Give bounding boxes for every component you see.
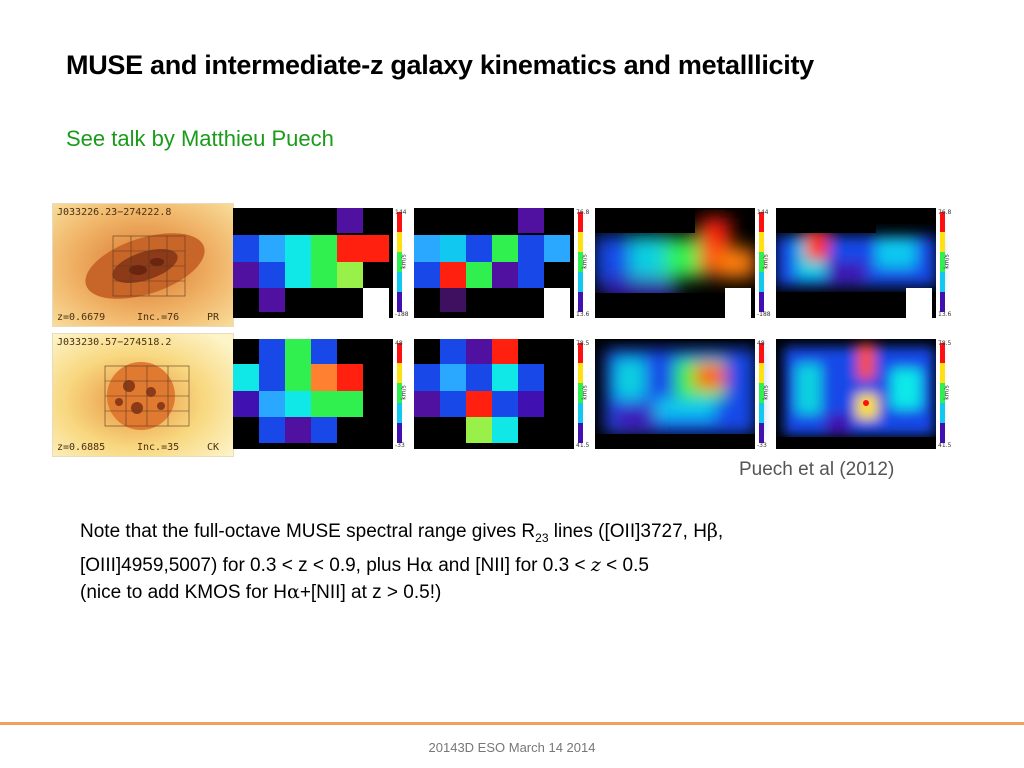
footer-divider — [0, 722, 1024, 725]
galaxy-image-2-picture — [53, 334, 233, 456]
map-1-2-scale-min: 13.6 — [576, 311, 590, 318]
map-1-4-scale-unit: km/s — [943, 254, 951, 269]
map-1-1-scale-min: -188 — [395, 311, 409, 318]
map-2-1-scale-unit: km/s — [400, 385, 408, 400]
note-text: , — [717, 521, 724, 542]
map-2-2-scale-min: 41.5 — [576, 442, 590, 449]
map-1-3-scale-unit: km/s — [762, 254, 770, 269]
galaxy-image-2: J033230.57−274518.2 z=0.6885 Inc.=35 CK — [52, 333, 234, 457]
galaxy-1-inclination: Inc.=76 — [137, 312, 180, 323]
galaxy-2-redshift: z=0.6885 — [57, 442, 106, 453]
alpha-symbol: α — [286, 580, 300, 603]
kinematics-figure: J033226.23−274222.8 z=0.6679 Inc.=76 PR — [52, 200, 957, 457]
note-text: [OIII]4959,5007) for 0.3 < z < 0.9, plus… — [80, 554, 421, 576]
footer-text: 20143D ESO March 14 2014 — [428, 740, 596, 755]
galaxy-2-class: CK — [206, 442, 219, 453]
map-2-1-scale-min: -33 — [395, 442, 405, 449]
map-1-3-scale-max: 144 — [757, 209, 769, 216]
map-2-2-scale-unit: km/s — [581, 385, 589, 400]
map-2-3-scale-max: 48 — [757, 340, 765, 347]
map-2-1-scale-max: 48 — [395, 340, 403, 347]
map-1-2-scale-max: 76.8 — [576, 209, 590, 216]
map-2-3-scale-min: -33 — [757, 442, 767, 449]
map-2-2: 78.5 km/s 41.5 — [414, 339, 594, 449]
galaxy-image-1: J033226.23−274222.8 z=0.6679 Inc.=76 PR — [52, 203, 234, 327]
map-1-2: 76.8 km/s 13.6 — [414, 208, 594, 318]
note-text: +[NII] at z > 0.5!) — [299, 581, 442, 603]
note-subscript: 23 — [535, 530, 549, 545]
galaxy-image-1-picture — [53, 204, 233, 326]
galaxy-2-inclination: Inc.=35 — [137, 442, 180, 453]
slide-subtitle: See talk by Matthieu Puech — [66, 126, 334, 151]
map-1-1-scale-max: 144 — [395, 209, 407, 216]
map-2-4-scale-min: 41.5 — [938, 442, 952, 449]
galaxy-1-class: PR — [206, 312, 219, 323]
map-1-3: 144 km/s -188 — [595, 208, 775, 318]
note-line-3: (nice to add KMOS for Hα+[NII] at z > 0.… — [80, 579, 960, 606]
map-2-4-scale-max: 78.5 — [938, 340, 952, 347]
map-1-4-scale-min: 13.6 — [938, 311, 952, 318]
note-text: lines ([OII]3727, H — [548, 521, 707, 542]
map-1-4: 76.8 km/s 13.6 — [776, 208, 956, 318]
galaxy-2-id: J033230.57−274518.2 — [57, 337, 172, 348]
beta-symbol: β — [706, 520, 718, 542]
map-2-2-scale-max: 78.5 — [576, 340, 590, 347]
note-text: Note that the full-octave MUSE spectral … — [80, 521, 536, 542]
map-2-3: 48 km/s -33 — [595, 339, 775, 449]
map-1-1-scale-unit: km/s — [400, 254, 408, 269]
map-2-1: 48 km/s -33 — [233, 339, 413, 449]
note-text: < 0.5 — [600, 554, 649, 576]
map-1-2-scale-unit: km/s — [581, 254, 589, 269]
note-text: (nice to add KMOS for H — [80, 581, 287, 603]
note-line-1: Note that the full-octave MUSE spectral … — [80, 518, 960, 552]
figure-citation: Puech et al (2012) — [739, 459, 895, 480]
map-2-4-scale-unit: km/s — [943, 385, 951, 400]
map-2-3-scale-unit: km/s — [762, 385, 770, 400]
note-paragraph: Note that the full-octave MUSE spectral … — [80, 518, 960, 606]
map-1-1: 144 km/s -188 — [233, 208, 413, 318]
map-1-4-scale-max: 76.8 — [938, 209, 952, 216]
z-symbol: z — [590, 553, 601, 576]
galaxy-1-redshift: z=0.6679 — [57, 312, 106, 323]
slide-title: MUSE and intermediate-z galaxy kinematic… — [66, 50, 814, 80]
map-2-4: 78.5 km/s 41.5 — [776, 339, 956, 449]
note-text: and [NII] for 0.3 < — [432, 554, 591, 576]
galaxy-1-id: J033226.23−274222.8 — [57, 207, 172, 218]
map-1-3-scale-min: -188 — [757, 311, 771, 318]
alpha-symbol: α — [420, 553, 433, 576]
note-line-2: [OIII]4959,5007) for 0.3 < z < 0.9, plus… — [80, 552, 960, 579]
